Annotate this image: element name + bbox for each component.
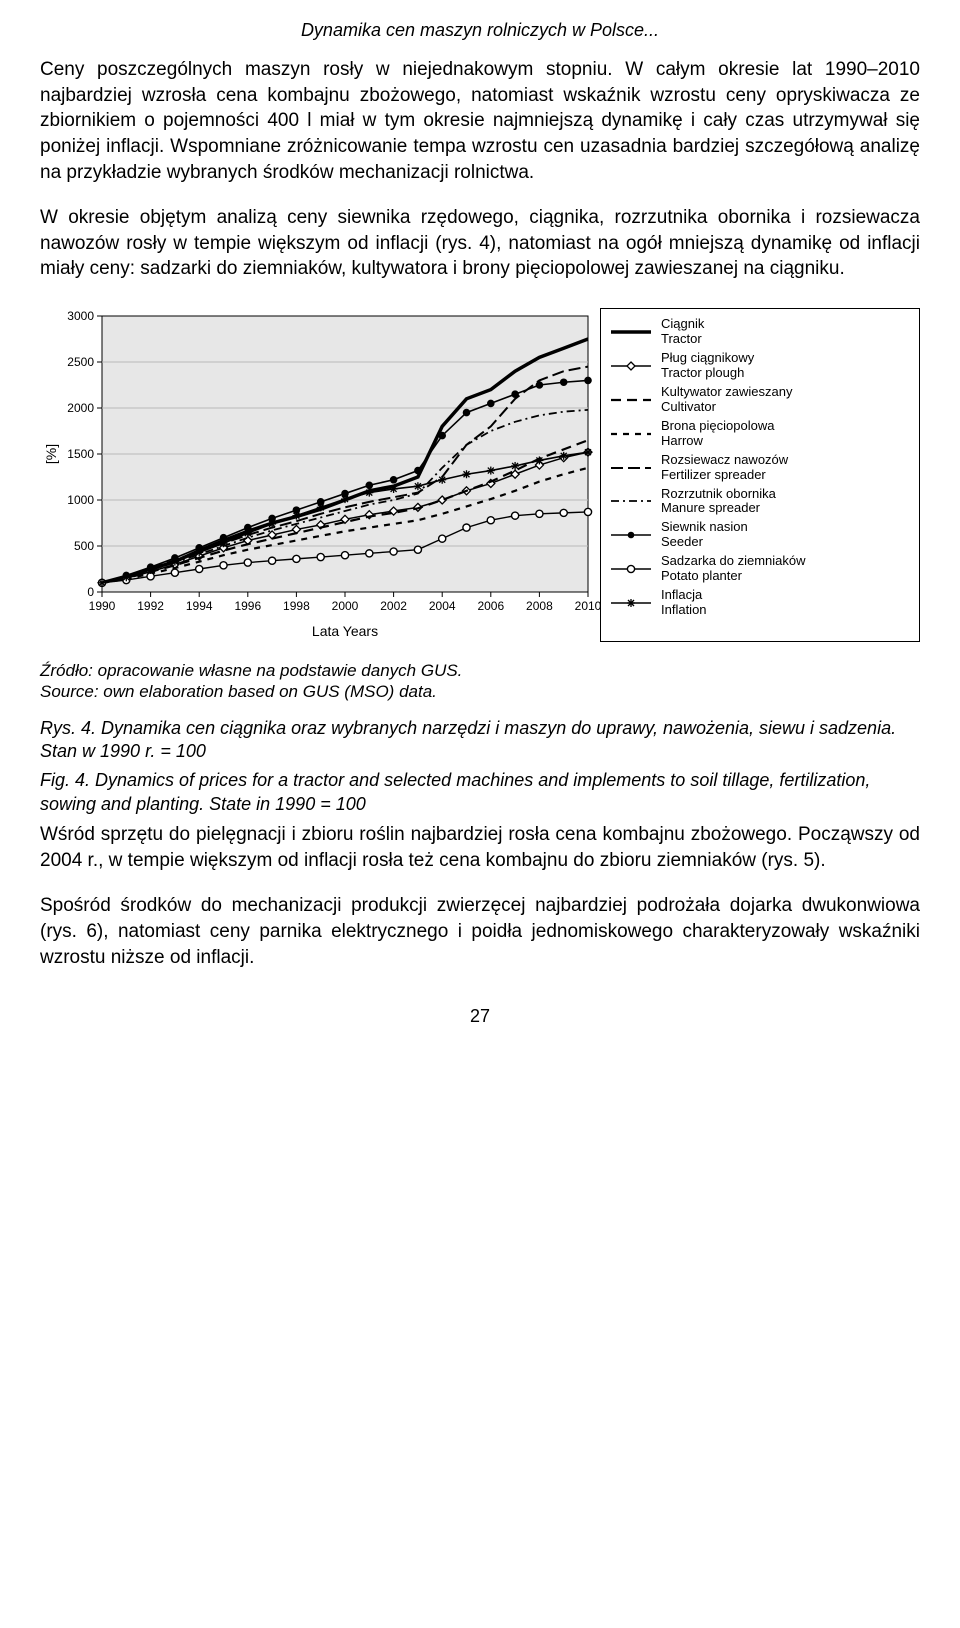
legend-swatch-harrow [609,427,653,441]
legend-item-plough: Pług ciągnikowyTractor plough [609,349,911,383]
paragraph-4: Spośród środków do mechanizacji produkcj… [40,893,920,970]
source-en: Source: own elaboration based on GUS (MS… [40,682,437,701]
svg-text:2006: 2006 [477,599,504,613]
legend-item-manure: Rozrzutnik obornikaManure spreader [609,485,911,519]
legend-swatch-plough [609,359,653,373]
legend-label-manure: Rozrzutnik obornikaManure spreader [661,487,776,517]
source-pl: Źródło: opracowanie własne na podstawie … [40,661,462,680]
legend-item-inflation: InflacjaInflation [609,586,911,620]
legend-label-plough: Pług ciągnikowyTractor plough [661,351,754,381]
svg-text:1994: 1994 [186,599,213,613]
svg-text:2500: 2500 [67,355,94,369]
legend-swatch-potato [609,562,653,576]
svg-text:2004: 2004 [429,599,456,613]
svg-text:2010: 2010 [575,599,600,613]
svg-text:2000: 2000 [332,599,359,613]
svg-text:2000: 2000 [67,401,94,415]
svg-text:1500: 1500 [67,447,94,461]
svg-text:[%]: [%] [43,444,59,464]
svg-text:2002: 2002 [380,599,407,613]
svg-text:1998: 1998 [283,599,310,613]
svg-text:Lata Years: Lata Years [312,623,378,639]
legend-item-tractor: CiągnikTractor [609,315,911,349]
legend-label-potato: Sadzarka do ziemniakówPotato planter [661,554,806,584]
legend-swatch-seeder [609,528,653,542]
legend-swatch-inflation [609,596,653,610]
svg-text:1000: 1000 [67,493,94,507]
legend-label-tractor: CiągnikTractor [661,317,704,347]
caption-rys: Rys. 4. Dynamika cen ciągnika oraz wybra… [40,717,920,764]
svg-text:1990: 1990 [89,599,116,613]
legend-item-cultivator: Kultywator zawieszanyCultivator [609,383,911,417]
figure-source: Źródło: opracowanie własne na podstawie … [40,660,920,703]
svg-text:2008: 2008 [526,599,553,613]
caption-rys-text: Dynamika cen ciągnika oraz wybranych nar… [40,718,896,761]
svg-text:1996: 1996 [234,599,261,613]
paragraph-1: Ceny poszczególnych maszyn rosły w nieje… [40,57,920,185]
legend-item-harrow: Brona pięciopolowaHarrow [609,417,911,451]
caption-fig-text: Dynamics of prices for a tractor and sel… [40,770,870,813]
svg-text:0: 0 [87,585,94,599]
legend-label-inflation: InflacjaInflation [661,588,707,618]
paragraph-2: W okresie objętym analizą ceny siewnika … [40,205,920,282]
page-number: 27 [40,1006,920,1027]
legend-swatch-cultivator [609,393,653,407]
legend-item-potato: Sadzarka do ziemniakówPotato planter [609,552,911,586]
line-chart-svg: 0 500 1000 1500 2000 2500 3000 1990 1992 1994 1996… [40,302,600,642]
svg-text:1992: 1992 [137,599,164,613]
caption-fig: Fig. 4. Dynamics of prices for a tractor… [40,769,920,816]
caption-fig-prefix: Fig. 4. [40,770,90,790]
page-header: Dynamika cen maszyn rolniczych w Polsce.… [40,20,920,41]
legend-label-cultivator: Kultywator zawieszanyCultivator [661,385,793,415]
caption-rys-prefix: Rys. 4. [40,718,96,738]
legend-swatch-manure [609,494,653,508]
legend-label-fertilizer: Rozsiewacz nawozówFertilizer spreader [661,453,788,483]
legend-swatch-fertilizer [609,461,653,475]
legend-swatch-tractor [609,325,653,339]
chart-plot: 0 500 1000 1500 2000 2500 3000 1990 1992 1994 1996… [40,302,600,642]
svg-text:500: 500 [74,539,94,553]
chart-legend: CiągnikTractor Pług ciągnikowyTractor plo… [600,308,920,642]
legend-label-harrow: Brona pięciopolowaHarrow [661,419,774,449]
legend-item-fertilizer: Rozsiewacz nawozówFertilizer spreader [609,451,911,485]
legend-label-seeder: Siewnik nasionSeeder [661,520,748,550]
figure-4: 0 500 1000 1500 2000 2500 3000 1990 1992 1994 1996… [40,302,920,642]
svg-text:3000: 3000 [67,309,94,323]
legend-item-seeder: Siewnik nasionSeeder [609,518,911,552]
paragraph-3: Wśród sprzętu do pielęgnacji i zbioru ro… [40,822,920,873]
